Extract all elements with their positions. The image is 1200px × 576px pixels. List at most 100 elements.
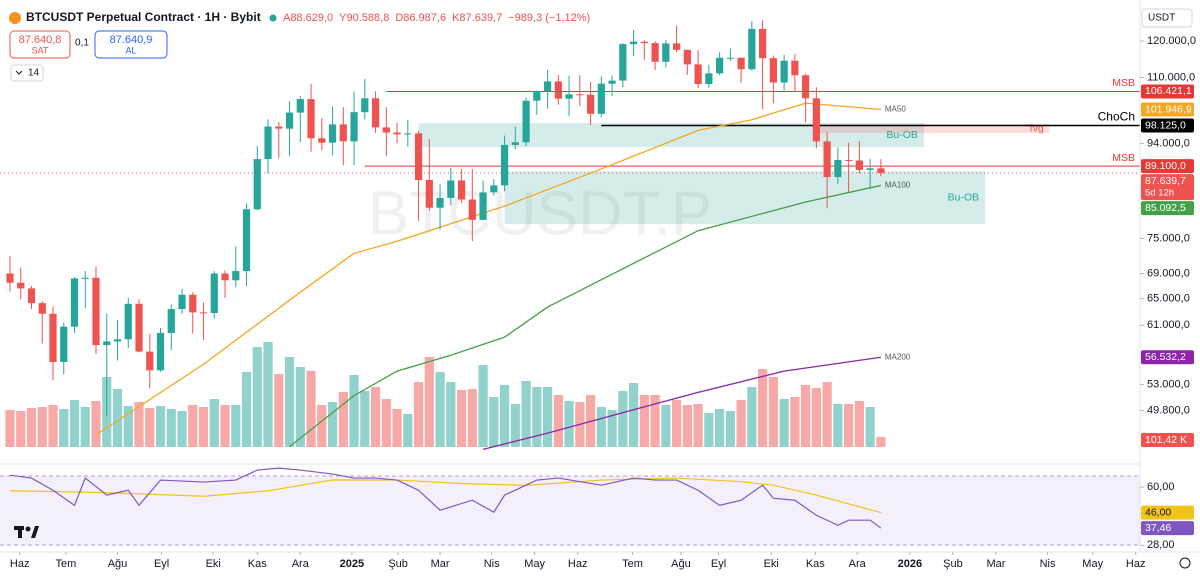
x-tick-label: Mar — [431, 558, 450, 570]
volume-bar — [768, 377, 778, 447]
moving-average — [95, 102, 881, 436]
spread: 0,1 — [75, 38, 89, 49]
header-value: A88.629,0 — [283, 12, 333, 24]
volume-bar — [5, 410, 15, 447]
price-badges: 106.421,1 101.946,9 98.125,0 89.100,0 87.639… — [1141, 84, 1194, 536]
x-tick-label: Ara — [292, 558, 310, 570]
candle-body — [124, 303, 132, 340]
candle-body — [759, 28, 767, 59]
volume-bar — [876, 436, 886, 447]
volume-bar — [112, 389, 123, 447]
moving-average — [482, 356, 881, 451]
volume-bar — [811, 388, 821, 447]
volume-bar — [220, 405, 230, 447]
zone-label: Bu-OB — [948, 192, 980, 204]
candle-layer — [6, 19, 885, 417]
logo-part — [25, 526, 31, 532]
volume-bar — [370, 387, 381, 447]
volume-bar — [553, 395, 563, 447]
volume-bar — [478, 365, 488, 447]
volume-bar — [725, 411, 735, 447]
volume-bar — [349, 375, 359, 447]
rsi-line — [9, 467, 882, 529]
volume-bar — [682, 405, 692, 447]
y-tick-label: 61.000,0 — [1147, 319, 1190, 331]
volume-bar — [618, 391, 628, 447]
zone-label: fvg — [1030, 122, 1044, 134]
candle-body — [382, 127, 390, 133]
candle-body — [855, 160, 863, 170]
candle-body — [81, 277, 89, 279]
x-tick-label: Eki — [764, 558, 779, 570]
y-tick-label: 120.000,0 — [1147, 35, 1196, 47]
candle-body — [178, 294, 186, 310]
volume-bar — [758, 369, 768, 447]
candle-body — [103, 341, 111, 346]
rsi-tick-label: 60,00 — [1147, 481, 1175, 493]
volume-bar — [790, 397, 800, 447]
volume-bar — [145, 408, 155, 447]
chart-title[interactable]: BTCUSDT Perpetual Contract · 1H · Bybit — [26, 10, 261, 24]
x-tick-label: Kas — [248, 558, 267, 570]
sell-button[interactable] — [9, 30, 71, 59]
header-values: A88.629,0 Y90.588,8 D86.987,6 K87.639,7 … — [283, 12, 590, 24]
volume-bar — [446, 382, 456, 447]
buy-button[interactable] — [94, 30, 168, 59]
level-label: MSB — [1112, 77, 1135, 89]
x-tick-label: Tem — [56, 558, 77, 570]
volume-bar — [274, 374, 284, 447]
currency: USDT — [1148, 13, 1175, 24]
price-badge — [1141, 521, 1194, 536]
ma-label: MA100 — [885, 181, 911, 190]
volume-bar — [166, 409, 176, 447]
volume-bar — [715, 409, 725, 447]
volume-bar — [360, 391, 370, 447]
candle-body — [49, 313, 57, 362]
volume-bar — [91, 401, 101, 447]
candle-body — [737, 57, 745, 70]
candle-body — [726, 57, 734, 59]
price-badge — [1141, 433, 1194, 447]
candle-body — [17, 282, 25, 289]
x-tick-label: Eyl — [711, 558, 726, 570]
volume-bar — [672, 400, 682, 447]
level-label: ChoCh — [1098, 110, 1135, 124]
candle-body — [576, 94, 584, 96]
candle-body — [845, 160, 853, 162]
candle-body — [70, 278, 79, 327]
y-tick-label: 110.000,0 — [1147, 71, 1195, 83]
price-badge-label: 46,00 — [1145, 506, 1171, 518]
candle-body — [318, 138, 326, 143]
sell-price: 87.640,8 — [19, 34, 62, 46]
volume-bar — [134, 402, 144, 447]
volume-bar — [198, 407, 209, 447]
buy-price: 87.640,9 — [110, 34, 153, 46]
volume-bar — [155, 406, 166, 447]
candle-body — [135, 303, 143, 352]
x-tick-label: Mar — [986, 558, 1005, 570]
market-status — [269, 14, 277, 22]
ma-label: MA50 — [885, 105, 906, 114]
candle-body — [167, 309, 175, 333]
price-badge — [1141, 505, 1194, 520]
volume-bar — [844, 404, 854, 447]
candle-body — [113, 339, 122, 342]
candle-body — [6, 273, 14, 283]
price-badge — [1141, 201, 1194, 216]
price-badge-label: 101.946,9 — [1145, 103, 1192, 115]
settings-icon[interactable] — [1179, 557, 1191, 569]
price-badge-label: 56.532,2 — [1145, 351, 1186, 363]
volume-bar — [628, 383, 639, 447]
currency-button[interactable] — [1141, 8, 1193, 28]
axes: 120.000,0 110.000,0 94.000,0 75.000,0 69.000… — [10, 35, 1196, 570]
volume-bar — [317, 405, 327, 447]
candle-body — [285, 112, 294, 129]
volume-bar — [306, 371, 316, 447]
candle-body — [673, 43, 681, 50]
candle-body — [823, 141, 831, 178]
candle-body — [350, 112, 358, 142]
chevron — [15, 70, 23, 75]
volume-bar — [188, 405, 198, 447]
candle-body — [565, 94, 573, 99]
indicator-toggle[interactable] — [10, 64, 44, 82]
